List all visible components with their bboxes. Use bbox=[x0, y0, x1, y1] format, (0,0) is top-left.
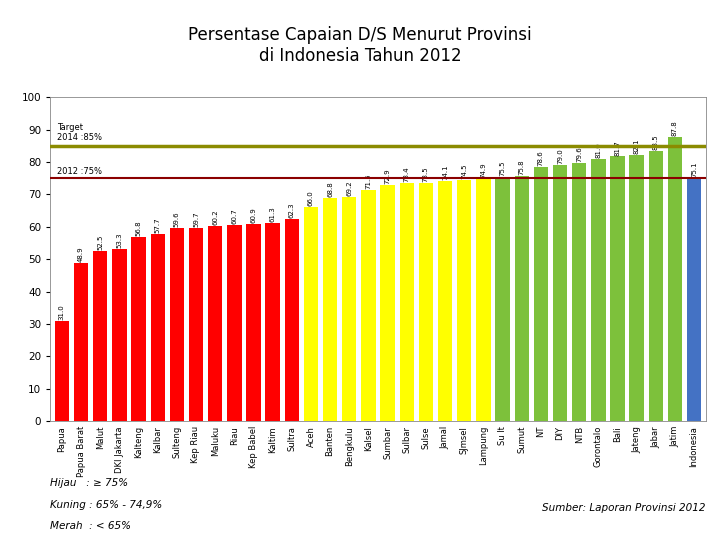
Text: 81.0: 81.0 bbox=[595, 142, 601, 158]
Text: 60.9: 60.9 bbox=[251, 207, 256, 223]
Bar bbox=[304, 207, 318, 421]
Bar bbox=[150, 234, 165, 421]
Bar bbox=[131, 237, 145, 421]
Bar bbox=[419, 183, 433, 421]
Text: 53.3: 53.3 bbox=[117, 232, 122, 247]
Bar bbox=[55, 321, 69, 421]
Text: Target
2014 :85%: Target 2014 :85% bbox=[57, 123, 102, 142]
Bar bbox=[170, 228, 184, 421]
Bar bbox=[380, 185, 395, 421]
Text: 52.5: 52.5 bbox=[97, 235, 103, 250]
Bar bbox=[553, 165, 567, 421]
Text: 60.2: 60.2 bbox=[212, 210, 218, 225]
Bar bbox=[74, 263, 89, 421]
Text: 2012 :75%: 2012 :75% bbox=[57, 167, 102, 176]
Bar bbox=[246, 224, 261, 421]
Text: 48.9: 48.9 bbox=[78, 246, 84, 262]
Text: 59.6: 59.6 bbox=[174, 212, 180, 227]
Bar bbox=[457, 180, 472, 421]
Text: Persentase Capaian D/S Menurut Provinsi
di Indonesia Tahun 2012: Persentase Capaian D/S Menurut Provinsi … bbox=[188, 26, 532, 65]
Text: 79.6: 79.6 bbox=[576, 146, 582, 163]
Text: Hijau   : ≥ 75%: Hijau : ≥ 75% bbox=[50, 478, 129, 488]
Text: 74.5: 74.5 bbox=[462, 163, 467, 179]
Text: 83.5: 83.5 bbox=[653, 134, 659, 150]
Text: 78.6: 78.6 bbox=[538, 150, 544, 166]
Bar bbox=[284, 219, 299, 421]
Text: 74.9: 74.9 bbox=[480, 162, 487, 178]
Bar bbox=[323, 198, 337, 421]
Text: Merah  : < 65%: Merah : < 65% bbox=[50, 521, 132, 531]
Text: 75.1: 75.1 bbox=[691, 161, 697, 177]
Text: 72.9: 72.9 bbox=[384, 168, 390, 184]
Text: 56.8: 56.8 bbox=[135, 220, 142, 236]
Bar bbox=[649, 151, 663, 421]
Text: 62.3: 62.3 bbox=[289, 202, 294, 218]
Text: 68.8: 68.8 bbox=[327, 181, 333, 197]
Text: 59.7: 59.7 bbox=[193, 211, 199, 227]
Text: 75.5: 75.5 bbox=[500, 160, 505, 176]
Bar bbox=[687, 178, 701, 421]
Bar bbox=[667, 137, 682, 421]
Text: 82.1: 82.1 bbox=[634, 139, 639, 154]
Bar bbox=[208, 226, 222, 421]
Bar bbox=[515, 176, 529, 421]
Bar bbox=[534, 166, 548, 421]
Bar bbox=[629, 155, 644, 421]
Text: 69.2: 69.2 bbox=[346, 180, 352, 196]
Bar bbox=[361, 190, 376, 421]
Text: 75.8: 75.8 bbox=[518, 159, 525, 174]
Text: 79.0: 79.0 bbox=[557, 148, 563, 164]
Bar bbox=[227, 225, 241, 421]
Bar bbox=[189, 228, 203, 421]
Text: 71.5: 71.5 bbox=[366, 173, 372, 188]
Bar bbox=[266, 222, 280, 421]
Text: 73.4: 73.4 bbox=[404, 167, 410, 183]
Bar bbox=[495, 177, 510, 421]
Bar bbox=[476, 179, 490, 421]
Bar bbox=[342, 197, 356, 421]
Text: 73.5: 73.5 bbox=[423, 166, 429, 182]
Bar bbox=[611, 157, 625, 421]
Text: 74.1: 74.1 bbox=[442, 165, 448, 180]
Text: 31.0: 31.0 bbox=[59, 304, 65, 320]
Text: 61.3: 61.3 bbox=[269, 206, 276, 221]
Bar bbox=[572, 163, 586, 421]
Text: 60.7: 60.7 bbox=[231, 208, 238, 224]
Bar bbox=[93, 251, 107, 421]
Text: 57.7: 57.7 bbox=[155, 218, 161, 233]
Bar bbox=[112, 248, 127, 421]
Bar bbox=[591, 159, 606, 421]
Text: 87.8: 87.8 bbox=[672, 120, 678, 136]
Text: Kuning : 65% - 74,9%: Kuning : 65% - 74,9% bbox=[50, 500, 163, 510]
Bar bbox=[438, 181, 452, 421]
Text: 81.7: 81.7 bbox=[614, 140, 621, 156]
Bar bbox=[400, 184, 414, 421]
Text: Sumber: Laporan Provinsi 2012: Sumber: Laporan Provinsi 2012 bbox=[542, 503, 706, 512]
Text: 66.0: 66.0 bbox=[308, 191, 314, 206]
